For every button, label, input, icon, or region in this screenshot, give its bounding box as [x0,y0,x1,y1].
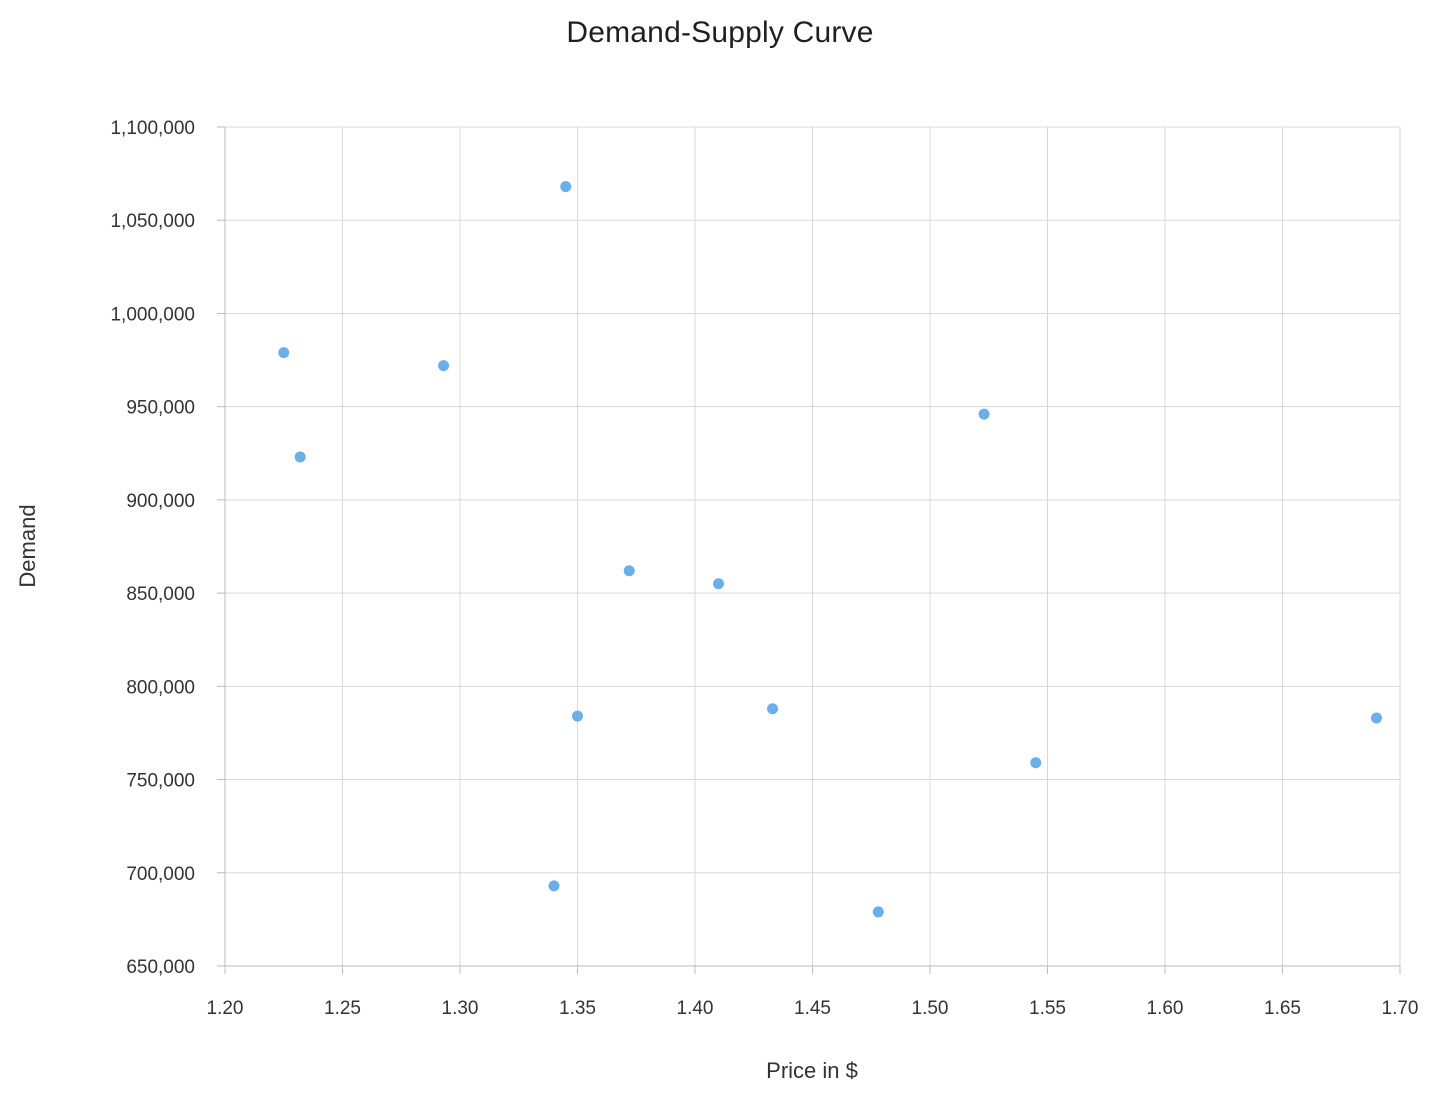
x-tick-label: 1.25 [324,998,361,1019]
data-point [1371,712,1382,724]
x-tick-label: 1.20 [207,998,244,1019]
y-tick-label: 900,000 [126,491,195,512]
data-point [278,347,290,359]
y-axis-label: Demand [15,504,40,588]
x-axis-label: Price in $ [766,1058,858,1083]
x-tick-label: 1.65 [1264,998,1301,1019]
data-point [572,710,583,722]
data-point [294,451,306,463]
x-tick-label: 1.45 [794,998,831,1019]
data-point [623,565,635,577]
y-tick-label: 1,050,000 [110,211,195,232]
data-point [713,578,724,590]
data-point [548,880,560,892]
data-point [1030,757,1042,769]
x-tick-label: 1.40 [677,998,714,1019]
x-tick-label: 1.70 [1382,998,1419,1019]
y-tick-label: 700,000 [126,864,195,885]
x-tick-label: 1.50 [912,998,949,1019]
y-tick-label: 650,000 [126,957,195,978]
x-tick-label: 1.35 [559,998,596,1019]
y-tick-label: 1,100,000 [110,118,195,139]
y-tick-label: 850,000 [126,584,195,605]
data-point [560,181,572,193]
data-point [978,408,990,420]
data-point [872,906,884,918]
x-tick-label: 1.55 [1029,998,1066,1019]
y-tick-label: 750,000 [126,771,195,792]
data-point [438,360,450,372]
data-point [767,703,779,715]
y-tick-label: 800,000 [126,677,195,698]
chart-title: Demand-Supply Curve [566,16,874,49]
y-tick-label: 1,000,000 [110,304,195,325]
y-tick-label: 950,000 [126,398,195,419]
x-tick-label: 1.30 [442,998,479,1019]
x-tick-label: 1.60 [1147,998,1184,1019]
